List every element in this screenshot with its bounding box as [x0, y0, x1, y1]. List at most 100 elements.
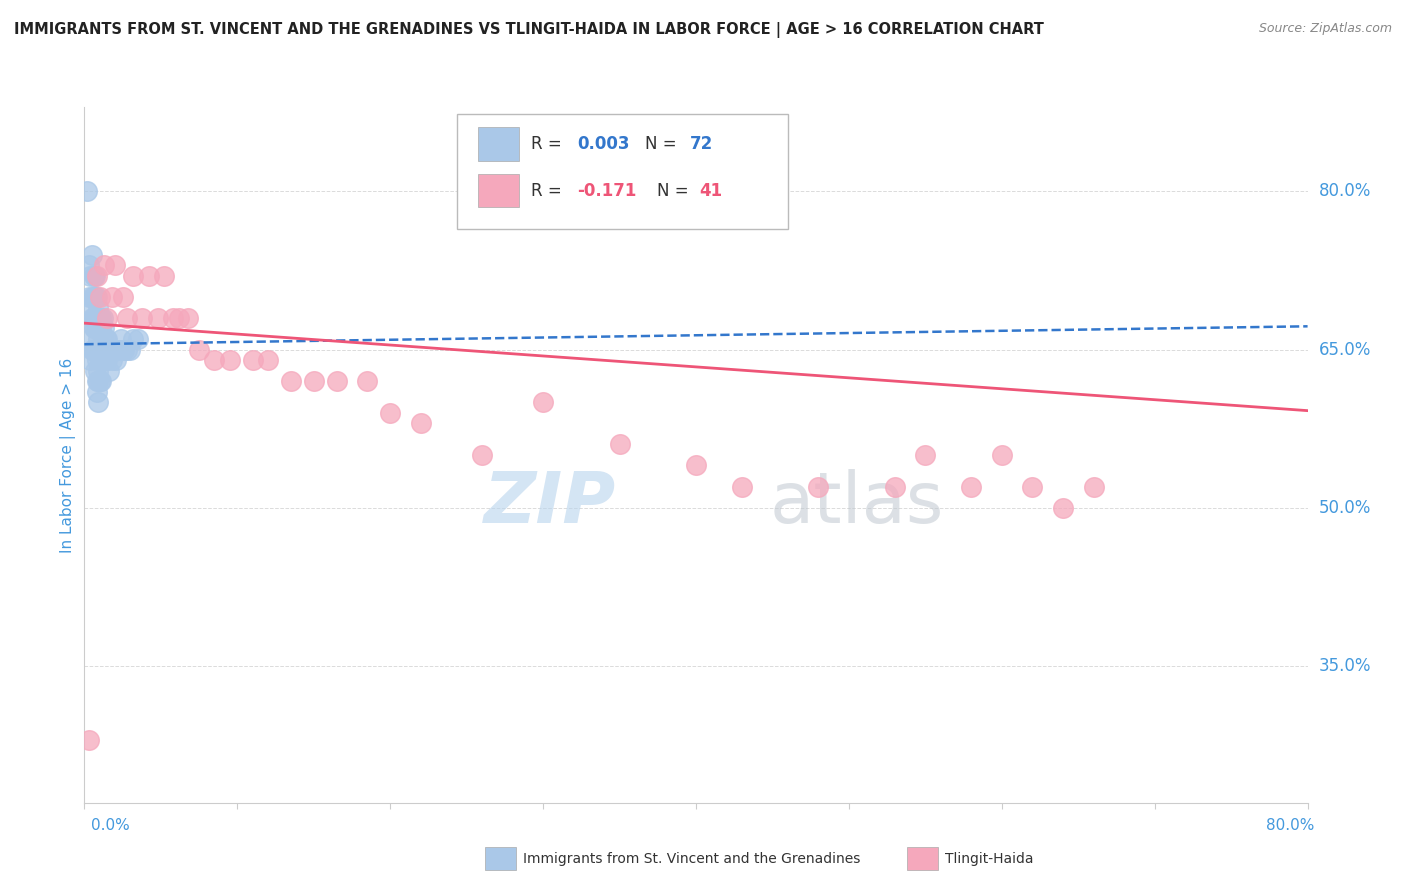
Text: N =: N = [644, 135, 682, 153]
Point [93, 343, 115, 357]
Point [79, 268, 101, 283]
Point [83, 310, 105, 325]
Point [94, 332, 117, 346]
Point [90, 310, 112, 325]
Text: 0.0%: 0.0% [91, 818, 131, 832]
Point [89, 374, 111, 388]
FancyBboxPatch shape [457, 114, 787, 229]
Text: 72: 72 [690, 135, 713, 153]
Text: Immigrants from St. Vincent and the Grenadines: Immigrants from St. Vincent and the Gren… [523, 852, 860, 865]
Point [97, 363, 120, 377]
Point [87, 395, 110, 409]
Point [97, 343, 120, 357]
Point [138, 268, 160, 283]
Point [162, 310, 184, 325]
Point [90, 343, 112, 357]
Point [87, 301, 110, 315]
Point [86, 353, 108, 368]
Point [609, 437, 631, 451]
Point [1052, 500, 1074, 515]
Point [883, 479, 905, 493]
FancyBboxPatch shape [478, 128, 519, 161]
Point [101, 290, 124, 304]
Point [87, 374, 110, 388]
Point [96, 332, 118, 346]
Point [91, 310, 114, 325]
Point [960, 479, 983, 493]
Point [127, 332, 149, 346]
Point [93, 353, 115, 368]
Point [77, 332, 100, 346]
Point [77, 290, 100, 304]
Text: N =: N = [657, 182, 693, 200]
Point [90, 353, 112, 368]
Point [80, 343, 103, 357]
Point [110, 332, 132, 346]
Point [471, 448, 494, 462]
Text: 80.0%: 80.0% [1267, 818, 1315, 832]
Point [83, 268, 105, 283]
Point [86, 321, 108, 335]
Text: 80.0%: 80.0% [1319, 182, 1371, 201]
Point [111, 290, 134, 304]
Point [86, 384, 108, 399]
Point [122, 332, 145, 346]
Point [77, 258, 100, 272]
Point [188, 343, 211, 357]
Text: ZIP: ZIP [484, 469, 616, 538]
Text: 0.003: 0.003 [578, 135, 630, 153]
Point [1083, 479, 1105, 493]
Text: R =: R = [531, 135, 567, 153]
Point [685, 458, 707, 473]
Point [91, 343, 114, 357]
Point [356, 374, 378, 388]
Point [104, 258, 127, 272]
Point [84, 363, 107, 377]
Point [84, 321, 107, 335]
Text: -0.171: -0.171 [578, 182, 637, 200]
Point [83, 321, 105, 335]
Point [93, 258, 115, 272]
Point [202, 353, 225, 368]
Text: 65.0%: 65.0% [1319, 341, 1371, 359]
Point [167, 310, 190, 325]
Point [86, 343, 108, 357]
Point [84, 310, 107, 325]
Point [84, 343, 107, 357]
Point [731, 479, 754, 493]
Point [90, 374, 112, 388]
Text: Source: ZipAtlas.com: Source: ZipAtlas.com [1258, 22, 1392, 36]
Point [914, 448, 936, 462]
Point [86, 268, 108, 283]
Point [87, 332, 110, 346]
Point [96, 310, 118, 325]
Point [107, 343, 129, 357]
Point [76, 185, 98, 199]
Point [98, 343, 121, 357]
Text: 35.0%: 35.0% [1319, 657, 1371, 674]
Point [257, 353, 280, 368]
Point [84, 268, 107, 283]
Point [242, 353, 264, 368]
Point [87, 363, 110, 377]
Point [79, 301, 101, 315]
Point [112, 343, 135, 357]
Text: 50.0%: 50.0% [1319, 499, 1371, 516]
Text: IMMIGRANTS FROM ST. VINCENT AND THE GRENADINES VS TLINGIT-HAIDA IN LABOR FORCE |: IMMIGRANTS FROM ST. VINCENT AND THE GREN… [14, 22, 1043, 38]
Point [380, 406, 402, 420]
Point [89, 353, 111, 368]
Point [120, 343, 142, 357]
Point [105, 353, 128, 368]
Point [115, 343, 138, 357]
Point [325, 374, 347, 388]
Point [89, 321, 111, 335]
Point [115, 310, 138, 325]
Point [80, 310, 103, 325]
Point [86, 310, 108, 325]
Point [91, 332, 114, 346]
Point [807, 479, 830, 493]
Point [177, 310, 200, 325]
Point [101, 353, 124, 368]
Text: R =: R = [531, 182, 567, 200]
Point [83, 290, 105, 304]
